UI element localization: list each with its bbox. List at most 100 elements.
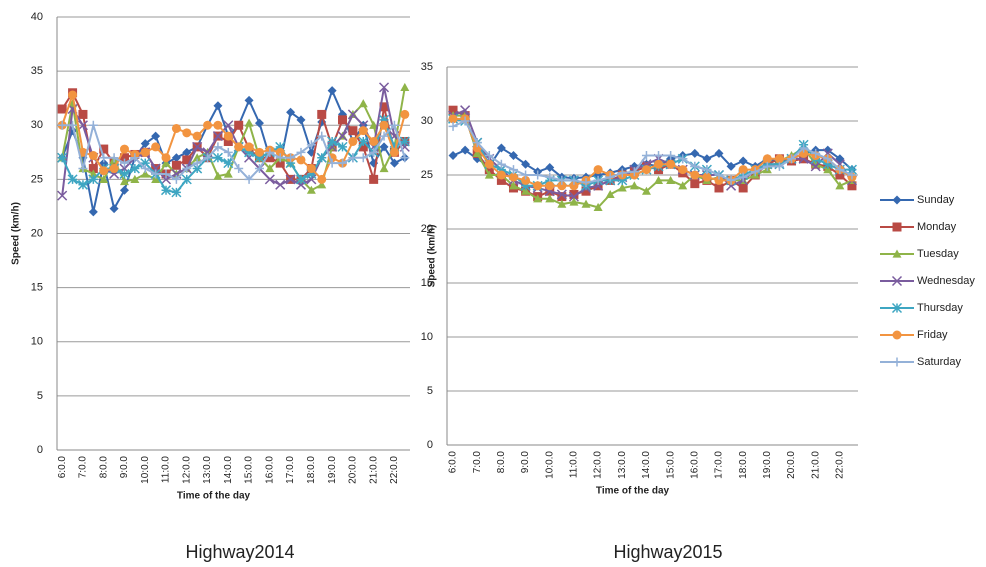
data-point bbox=[160, 185, 172, 196]
y-tick-label: 20 bbox=[421, 223, 433, 235]
data-point bbox=[678, 181, 688, 190]
data-point bbox=[140, 147, 150, 157]
y-tick-label: 5 bbox=[427, 385, 433, 397]
data-point bbox=[714, 170, 724, 180]
x-tick-label: 13:0.0 bbox=[202, 456, 213, 484]
legend-label: Tuesday bbox=[917, 248, 959, 260]
data-point bbox=[389, 147, 399, 157]
data-point bbox=[569, 181, 579, 191]
data-point bbox=[254, 147, 264, 157]
data-point bbox=[557, 181, 567, 191]
data-point bbox=[265, 153, 275, 163]
data-point bbox=[448, 151, 458, 161]
data-point bbox=[617, 168, 627, 178]
data-point bbox=[545, 194, 555, 203]
data-point bbox=[822, 159, 833, 170]
data-point bbox=[347, 109, 358, 120]
x-tick-label: 16:0.0 bbox=[689, 451, 700, 479]
data-point bbox=[690, 170, 700, 180]
data-point bbox=[654, 175, 664, 184]
legend-marker bbox=[892, 195, 902, 205]
x-tick-label: 21:0.0 bbox=[810, 451, 821, 479]
data-point bbox=[151, 169, 161, 179]
series bbox=[57, 120, 410, 184]
data-point bbox=[140, 158, 151, 169]
data-point bbox=[557, 192, 567, 202]
data-point bbox=[244, 142, 254, 152]
data-point bbox=[847, 181, 857, 191]
data-point bbox=[568, 191, 579, 202]
data-point bbox=[337, 141, 348, 152]
data-point bbox=[678, 154, 688, 164]
legend-label: Saturday bbox=[917, 356, 962, 368]
data-point bbox=[389, 120, 399, 130]
x-axis-title: Time of the day bbox=[177, 491, 251, 502]
x-tick-label: 19:0.0 bbox=[762, 451, 773, 479]
data-point bbox=[182, 128, 192, 138]
data-point bbox=[835, 170, 845, 180]
data-point bbox=[484, 170, 494, 179]
data-point bbox=[484, 151, 494, 161]
data-point bbox=[129, 163, 140, 174]
x-tick-label: 13:0.0 bbox=[617, 451, 628, 479]
data-point bbox=[317, 180, 327, 189]
data-point bbox=[295, 174, 307, 185]
data-point bbox=[161, 158, 171, 167]
data-point bbox=[738, 165, 748, 175]
data-point bbox=[234, 142, 244, 152]
data-point bbox=[264, 174, 275, 185]
data-point bbox=[496, 170, 506, 180]
data-point bbox=[213, 171, 223, 180]
data-point bbox=[399, 136, 410, 147]
data-point bbox=[762, 154, 772, 164]
data-point bbox=[348, 153, 358, 163]
y-tick-label: 10 bbox=[31, 336, 43, 348]
data-point bbox=[496, 175, 506, 185]
data-point bbox=[327, 136, 338, 147]
data-point bbox=[119, 158, 129, 168]
x-tick-label: 16:0.0 bbox=[264, 456, 275, 484]
data-point bbox=[521, 175, 531, 185]
data-point bbox=[484, 159, 494, 169]
y-tick-label: 0 bbox=[427, 439, 433, 451]
legend-label: Monday bbox=[917, 221, 957, 233]
data-point bbox=[617, 175, 628, 186]
data-point bbox=[846, 164, 857, 175]
data-point bbox=[569, 189, 579, 199]
x-tick-label: 12:0.0 bbox=[593, 451, 604, 479]
data-point bbox=[379, 142, 389, 152]
data-point bbox=[726, 161, 736, 171]
data-point bbox=[690, 179, 700, 189]
data-point bbox=[508, 181, 518, 190]
data-point bbox=[77, 120, 88, 131]
data-point bbox=[641, 186, 651, 195]
x-tick-label: 6:0.0 bbox=[448, 451, 459, 474]
data-point bbox=[338, 115, 348, 125]
data-point bbox=[379, 82, 390, 93]
x-tick-label: 18:0.0 bbox=[306, 456, 317, 484]
data-point bbox=[666, 175, 676, 184]
legend-marker bbox=[892, 330, 902, 340]
data-point bbox=[213, 142, 223, 152]
data-point bbox=[140, 169, 150, 178]
data-point bbox=[521, 186, 531, 195]
data-point bbox=[774, 154, 784, 164]
data-point bbox=[714, 148, 724, 158]
series-line bbox=[452, 119, 853, 184]
data-point bbox=[109, 153, 119, 163]
data-point bbox=[774, 161, 784, 171]
y-tick-label: 15 bbox=[421, 277, 433, 289]
x-tick-label: 11:0.0 bbox=[569, 451, 580, 478]
data-point bbox=[460, 105, 471, 116]
data-point bbox=[327, 158, 337, 168]
x-tick-label: 10:0.0 bbox=[140, 456, 151, 484]
x-tick-label: 7:0.0 bbox=[472, 451, 483, 474]
data-point bbox=[306, 164, 316, 174]
data-point bbox=[581, 186, 591, 196]
data-point bbox=[714, 175, 724, 185]
x-tick-label: 9:0.0 bbox=[520, 451, 531, 474]
x-tick-label: 20:0.0 bbox=[786, 451, 797, 479]
series bbox=[448, 116, 857, 188]
x-tick-label: 17:0.0 bbox=[285, 456, 296, 484]
data-point bbox=[161, 153, 171, 163]
